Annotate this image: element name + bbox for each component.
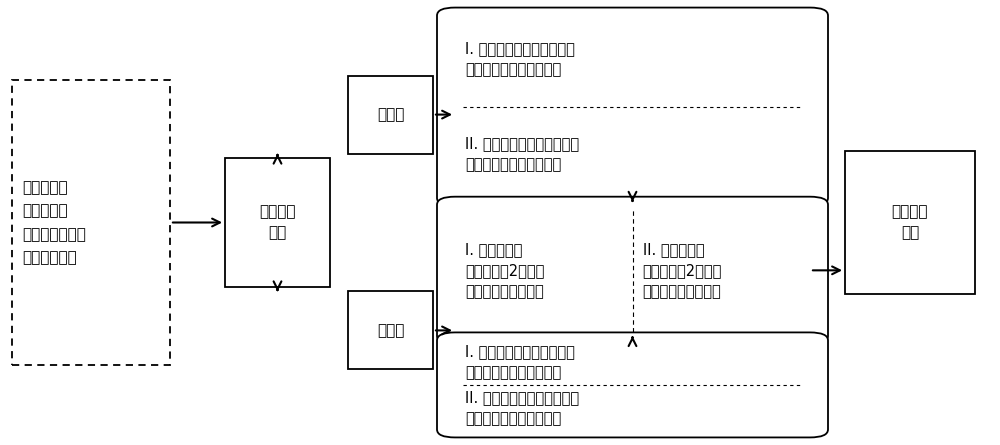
Text: 当前电容
电压: 当前电容 电压 <box>259 205 296 240</box>
Text: 投入组: 投入组 <box>377 107 404 122</box>
Text: 生成触发
脉冲: 生成触发 脉冲 <box>892 205 928 240</box>
Bar <box>845 151 975 294</box>
Text: 上一周期：
排序的结果
投入切除模块数
桥臂电流方向: 上一周期： 排序的结果 投入切除模块数 桥臂电流方向 <box>22 180 86 265</box>
Text: II. 电容放电：指针降序的直
接插入排序（限制步数）: II. 电容放电：指针降序的直 接插入排序（限制步数） <box>465 390 579 426</box>
Text: II. 电容放电：指针降序的直
接插入排序（限制步数）: II. 电容放电：指针降序的直 接插入排序（限制步数） <box>465 136 579 172</box>
Text: 切除组: 切除组 <box>377 323 404 338</box>
FancyBboxPatch shape <box>437 197 828 344</box>
Text: I. 电容充电：指针升序的直
接插入排序（限制步数）: I. 电容充电：指针升序的直 接插入排序（限制步数） <box>465 344 575 380</box>
Bar <box>348 76 433 154</box>
Text: I. 电容充电：指针升序的直
接插入排序（限制步数）: I. 电容充电：指针升序的直 接插入排序（限制步数） <box>465 41 575 77</box>
Text: I. 电容充电：
指针升序的2路归并
更新并记录排序结果: I. 电容充电： 指针升序的2路归并 更新并记录排序结果 <box>465 242 544 299</box>
Text: II. 电容放电：
指针降序的2路归并
更新并记录排序结果: II. 电容放电： 指针降序的2路归并 更新并记录排序结果 <box>643 242 722 299</box>
Bar <box>12 80 170 365</box>
FancyBboxPatch shape <box>437 8 828 206</box>
Bar <box>225 158 330 287</box>
FancyBboxPatch shape <box>437 332 828 437</box>
Bar <box>348 291 433 369</box>
